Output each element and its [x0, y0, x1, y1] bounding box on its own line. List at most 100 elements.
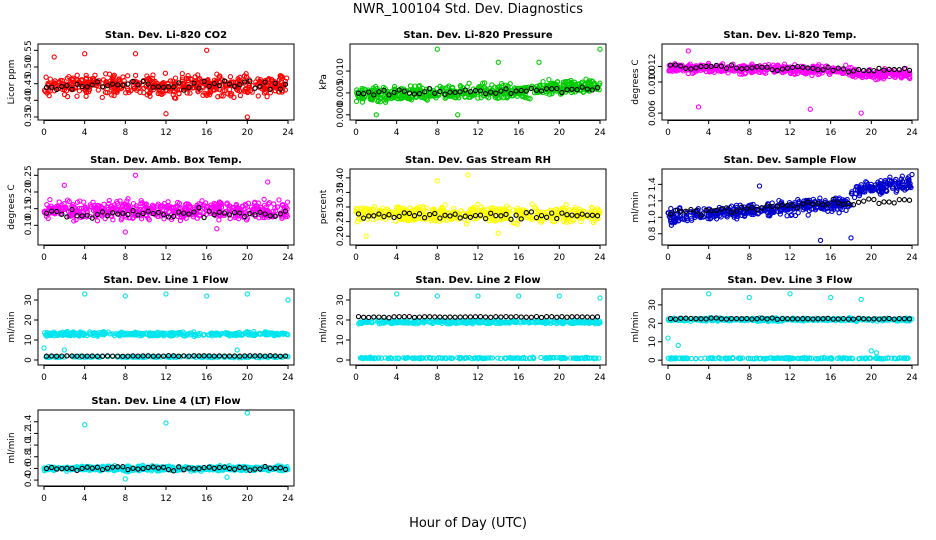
- point: [273, 208, 279, 214]
- point: [132, 212, 138, 219]
- x-tick-label: 0: [353, 373, 359, 383]
- point: [246, 208, 252, 214]
- point: [171, 81, 177, 87]
- mean-point: [272, 80, 278, 86]
- point: [210, 86, 217, 93]
- mean-point: [181, 87, 187, 93]
- mean-point: [523, 210, 529, 216]
- point: [538, 354, 544, 361]
- point: [195, 331, 201, 337]
- point: [877, 182, 884, 188]
- mean-point: [176, 209, 182, 215]
- mean-point: [247, 78, 253, 84]
- mean-point: [513, 88, 519, 94]
- x-tick-label: 4: [82, 253, 88, 263]
- point: [150, 78, 156, 85]
- point: [788, 212, 794, 219]
- mean-point: [145, 208, 151, 214]
- point: [358, 205, 364, 211]
- data-points: [665, 171, 915, 244]
- point: [264, 93, 270, 100]
- point: [54, 332, 60, 339]
- mean-point: [247, 353, 253, 359]
- mean-point: [744, 65, 750, 71]
- mean-point: [891, 200, 897, 206]
- point: [518, 355, 525, 362]
- point: [285, 354, 291, 360]
- y-axis-label: kPa: [319, 74, 329, 90]
- mean-point: [262, 211, 268, 217]
- point: [595, 216, 601, 222]
- mean-point: [886, 199, 892, 205]
- point: [284, 199, 291, 205]
- mean-point: [850, 68, 857, 74]
- point: [769, 206, 775, 212]
- point: [521, 93, 527, 99]
- point: [480, 80, 486, 86]
- point: [570, 217, 576, 224]
- mean-point: [64, 82, 70, 89]
- x-tick-label: 8: [434, 128, 440, 138]
- mean-point: [493, 90, 499, 96]
- mean-point: [840, 201, 847, 207]
- mean-point: [820, 67, 826, 73]
- mean-point: [718, 206, 725, 212]
- mean-point: [89, 215, 95, 221]
- mean-point: [186, 353, 192, 359]
- point: [378, 95, 384, 101]
- mean-point: [170, 84, 177, 90]
- mean-point: [252, 353, 258, 359]
- mean-point: [216, 209, 223, 215]
- mean-point: [881, 199, 887, 205]
- point: [714, 212, 720, 219]
- point: [468, 206, 474, 212]
- mean-point: [698, 63, 704, 70]
- x-tick-label: 12: [784, 128, 795, 138]
- y-tick-label: 20: [336, 314, 346, 326]
- point: [282, 87, 289, 93]
- point: [878, 75, 884, 81]
- mean-point: [488, 210, 494, 216]
- x-tick-label: 20: [242, 373, 254, 383]
- mean-point: [693, 208, 699, 214]
- mean-point: [528, 85, 535, 91]
- y-tick-label: 1.4: [648, 177, 658, 192]
- mean-point: [472, 314, 479, 320]
- point: [668, 205, 674, 212]
- mean-point: [211, 353, 217, 359]
- mean-point: [406, 210, 413, 217]
- mean-point: [503, 313, 509, 320]
- point: [492, 84, 498, 90]
- mean-point: [231, 353, 238, 359]
- mean-point: [855, 199, 862, 205]
- mean-point: [221, 353, 228, 359]
- mean-point: [242, 353, 248, 359]
- point: [836, 210, 842, 216]
- mean-point: [901, 65, 908, 72]
- outlier-point: [434, 293, 440, 299]
- x-tick-label: 16: [201, 373, 213, 383]
- point: [538, 84, 545, 91]
- x-tick-label: 0: [353, 128, 359, 138]
- data-points: [353, 172, 603, 239]
- mean-point: [231, 83, 238, 89]
- point: [445, 319, 452, 325]
- mean-point: [594, 85, 601, 91]
- point: [192, 74, 198, 80]
- mean-point: [155, 353, 162, 359]
- x-tick-label: 12: [472, 128, 483, 138]
- point: [463, 355, 470, 361]
- point: [456, 319, 462, 326]
- point: [822, 64, 829, 70]
- point: [149, 330, 156, 337]
- point: [819, 203, 825, 209]
- point: [278, 74, 285, 80]
- point: [95, 205, 101, 212]
- mean-point: [277, 211, 284, 217]
- point: [45, 80, 51, 86]
- mean-point: [109, 210, 116, 216]
- outlier-point: [204, 47, 210, 53]
- point: [58, 77, 64, 84]
- y-tick-label: 0: [24, 357, 34, 363]
- mean-point: [84, 84, 90, 90]
